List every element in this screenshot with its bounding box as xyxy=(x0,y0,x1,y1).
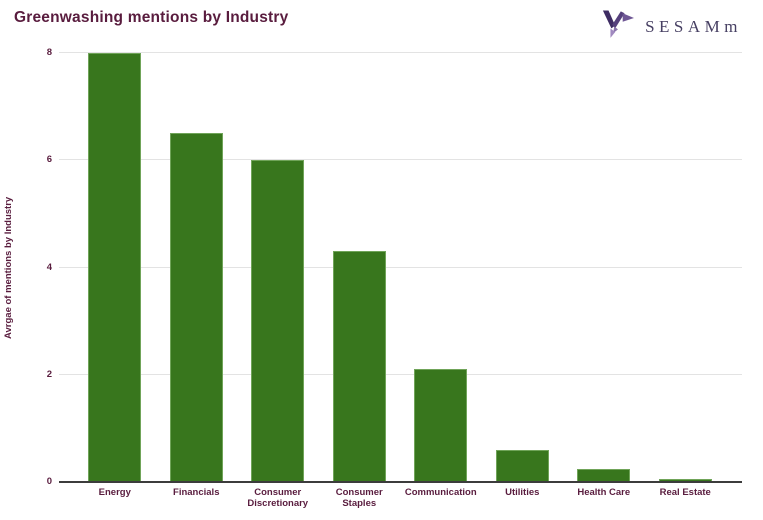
gridline-y-6 xyxy=(59,159,742,161)
brand-logo: SESAMm xyxy=(601,10,742,43)
x-axis-labels: Energy Financials Consumer Discretionary Co… xyxy=(74,487,726,509)
bar-utilities xyxy=(495,449,549,482)
gridline-y-2 xyxy=(59,373,742,375)
brand-logo-text: SESAMm xyxy=(645,16,742,36)
chart-title: Greenwashing mentions by Industry xyxy=(14,9,289,26)
y-tick-label-0: 0 xyxy=(46,476,52,487)
gridline-y-8 xyxy=(59,52,742,53)
bar-band xyxy=(482,53,564,482)
y-tick-label-8: 8 xyxy=(46,47,52,58)
bar-consumer-staples xyxy=(332,251,386,482)
x-axis-label: Energy xyxy=(98,487,131,498)
bar-financials xyxy=(169,133,223,482)
x-axis-label: Communication xyxy=(404,487,477,498)
bar-band xyxy=(156,53,238,482)
bar-band xyxy=(563,53,645,482)
gridline-y-4 xyxy=(59,266,742,268)
bar-band xyxy=(400,53,482,482)
x-axis-label: Health Care xyxy=(577,487,631,498)
bar-energy xyxy=(88,53,142,482)
y-tick-label-2: 2 xyxy=(46,368,52,380)
x-axis-label: Consumer Staples xyxy=(335,487,383,509)
x-axis-label: Real Estate xyxy=(659,487,711,498)
x-axis-label: Financials xyxy=(173,487,220,498)
y-tick-label-6: 6 xyxy=(46,154,52,166)
bar-health-care xyxy=(577,468,631,482)
bar-communication xyxy=(414,369,468,482)
y-axis-title: Avrgae of mentions by Industry xyxy=(3,196,14,339)
bar-band xyxy=(319,53,401,482)
bar-consumer-discretionary xyxy=(251,160,305,482)
bar-band xyxy=(74,53,156,482)
bar-real-estate xyxy=(658,479,712,482)
x-axis-line xyxy=(59,481,742,483)
bar-band xyxy=(645,53,727,482)
y-tick-label-4: 4 xyxy=(46,261,52,273)
bars-layer xyxy=(74,53,726,482)
chart-plot-area xyxy=(59,52,742,483)
x-axis-label: Utilities xyxy=(505,487,540,498)
x-axis-label: Consumer Discretionary xyxy=(247,487,309,509)
origami-hummingbird-icon xyxy=(601,10,635,43)
y-axis-ticks: 0 2 4 6 8 xyxy=(26,48,52,487)
bar-band xyxy=(237,53,319,482)
